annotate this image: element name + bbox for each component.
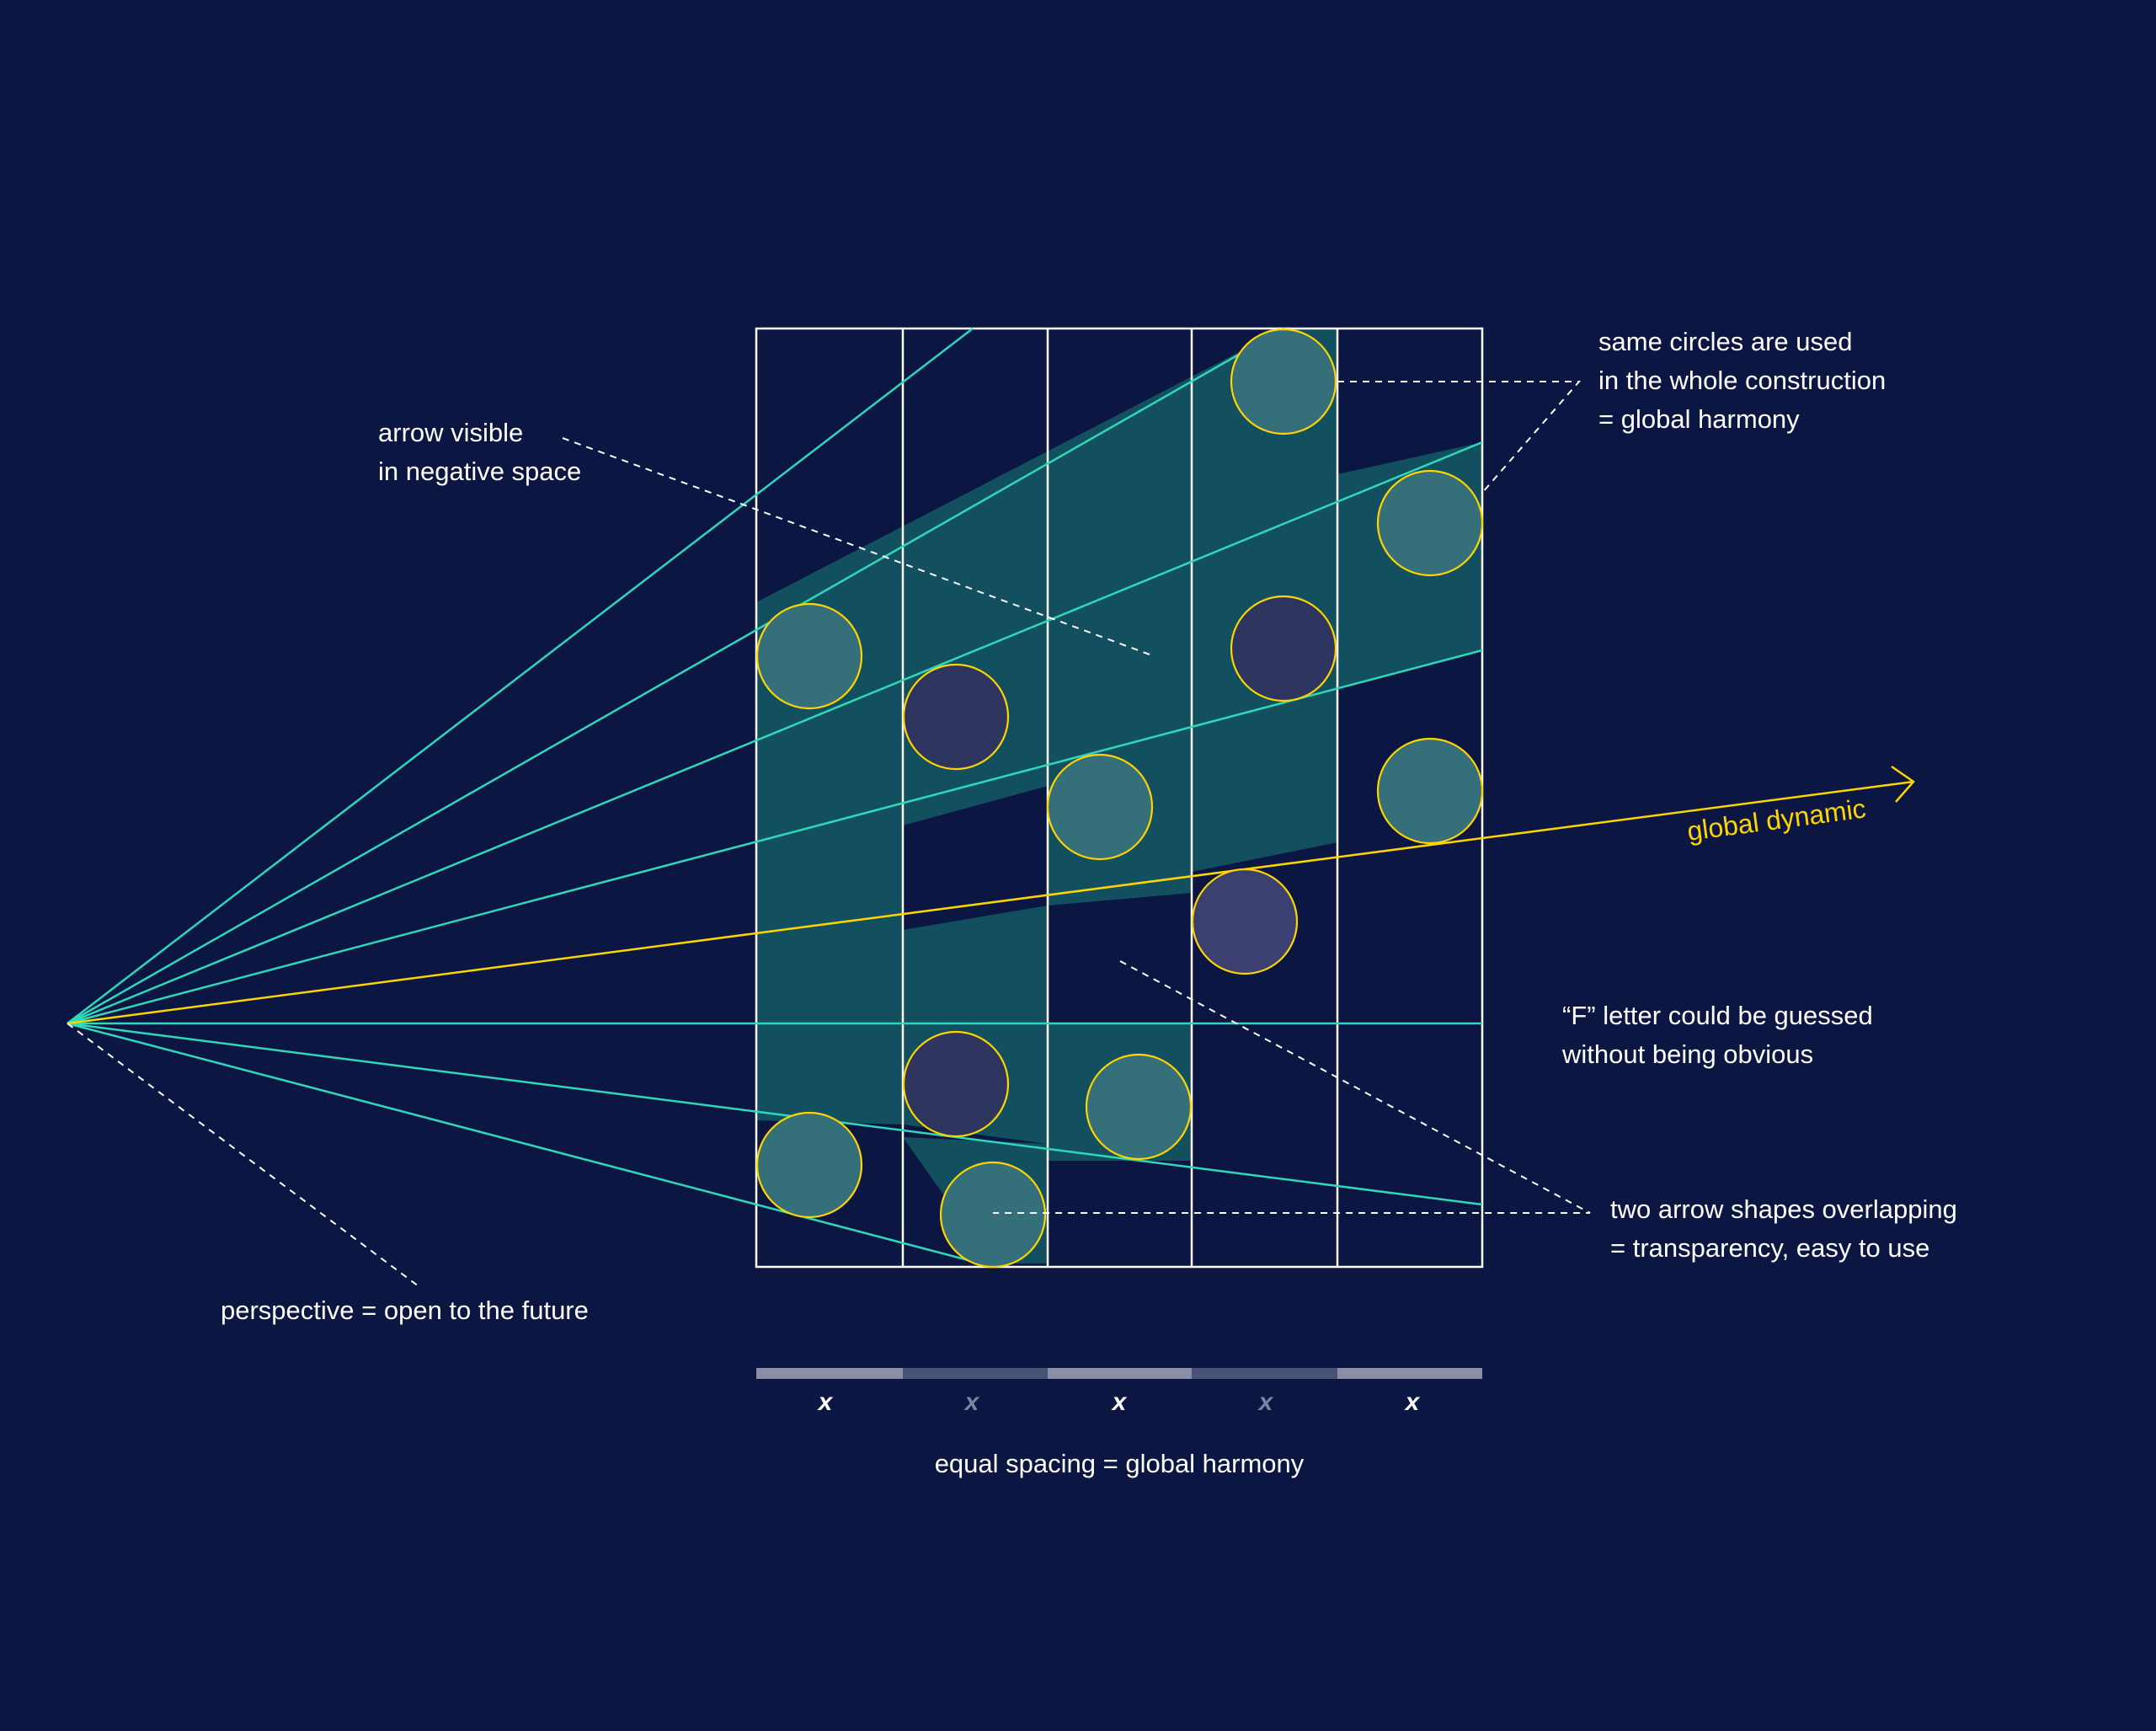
- spacing-label: x: [817, 1388, 834, 1416]
- ray-4: [67, 649, 1483, 1025]
- annotation-line: in the whole construction: [1598, 366, 1886, 395]
- circles: [755, 328, 1484, 1269]
- band-bottom-left-2: [756, 1023, 903, 1125]
- global-dynamic-arrow: [67, 765, 1915, 1025]
- leader-lines: [67, 381, 1591, 1287]
- ray-1: [67, 328, 974, 1024]
- column-grid: [755, 327, 1484, 1269]
- circle-teal: [1085, 1053, 1193, 1161]
- leader-same-circles: [1337, 381, 1582, 494]
- band-bottom-left: [756, 930, 903, 1023]
- annotation-line: “F” letter could be guessed: [1562, 1001, 1873, 1030]
- ray-2: [67, 327, 1285, 1025]
- circle-navy: [902, 663, 1010, 771]
- dynamic-line: [67, 780, 1914, 1025]
- spacing-label: x: [1111, 1388, 1128, 1416]
- leader-negative-space: [562, 437, 1150, 655]
- ray-7: [67, 1022, 995, 1269]
- annotation-same-circles: same circles are used in the whole const…: [1598, 327, 1886, 434]
- annotation-perspective: perspective = open to the future: [221, 1296, 589, 1325]
- circle-teal: [755, 1111, 863, 1219]
- annotation-line: arrow visible: [378, 418, 523, 447]
- circle-teal: [1376, 469, 1484, 577]
- annotation-line: in negative space: [378, 457, 581, 486]
- annotation-f-letter: “F” letter could be guessed without bein…: [1561, 1001, 1873, 1069]
- circle-muted: [1191, 868, 1299, 975]
- spacing-scale: x x x x x equal spacing = global harmony: [756, 1368, 1482, 1478]
- ray-6: [67, 1022, 1483, 1206]
- leader-perspective: [67, 1023, 419, 1287]
- annotation-line: = global harmony: [1598, 404, 1800, 434]
- circle-navy: [902, 1030, 1010, 1138]
- circle-teal: [755, 602, 863, 710]
- spacing-segment: [1192, 1368, 1337, 1379]
- circle-teal: [1376, 737, 1484, 845]
- spacing-segment: [1337, 1368, 1482, 1379]
- circle-teal: [939, 1161, 1047, 1269]
- circle-navy: [1230, 595, 1337, 703]
- annotation-negative-space: arrow visible in negative space: [378, 418, 581, 486]
- annotation-overlap: two arrow shapes overlapping = transpare…: [1610, 1194, 1957, 1263]
- spacing-segment: [1048, 1368, 1192, 1379]
- annotation-line: two arrow shapes overlapping: [1610, 1194, 1957, 1224]
- perspective-rays: [67, 327, 1483, 1269]
- annotation-line: without being obvious: [1561, 1039, 1813, 1069]
- ray-3: [67, 441, 1483, 1025]
- dynamic-arrowhead: [1891, 765, 1915, 803]
- spacing-segment: [756, 1368, 903, 1379]
- circle-teal: [1230, 328, 1337, 435]
- spacing-label: x: [1404, 1388, 1421, 1416]
- spacing-segment: [903, 1368, 1048, 1379]
- annotation-line: same circles are used: [1598, 327, 1853, 356]
- leader-f-letter: [993, 960, 1591, 1214]
- spacing-label: x: [1257, 1388, 1274, 1416]
- circle-teal: [1046, 753, 1154, 861]
- spacing-label: x: [963, 1388, 980, 1416]
- annotation-line: = transparency, easy to use: [1610, 1233, 1929, 1263]
- spacing-caption: equal spacing = global harmony: [935, 1449, 1305, 1478]
